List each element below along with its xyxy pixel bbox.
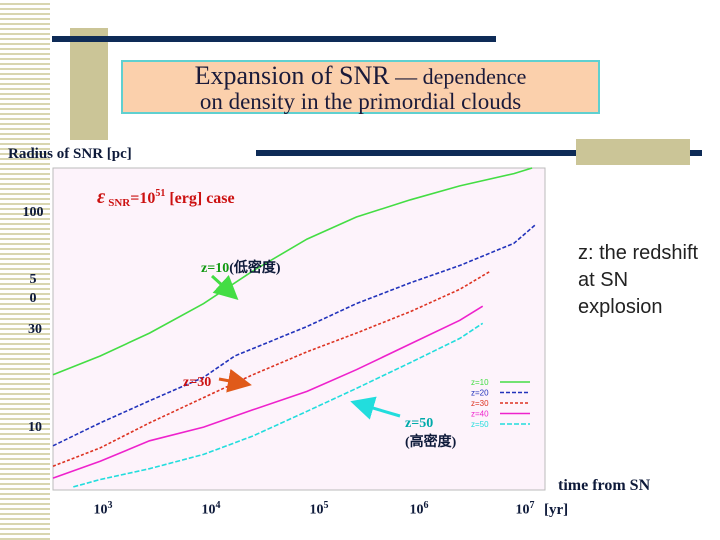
side-note: z: the redshift at SN explosion	[578, 242, 699, 318]
case-label: ε SNR=1051 [erg] case	[97, 186, 235, 209]
y-tick-label: 5 0	[29, 272, 37, 306]
series-line-z10	[52, 167, 533, 376]
x-tick-label: 107	[515, 500, 535, 518]
x-axis-label: time from SN	[558, 477, 651, 494]
annotation-z50: z=50	[405, 416, 433, 431]
x-tick-label: 106	[409, 500, 429, 518]
annotation-arrow-z30	[218, 368, 252, 393]
decorative-rule-middle	[256, 150, 702, 156]
slide-title: Expansion of SNR — dependence on density…	[121, 60, 600, 114]
annotation-z10: z=10(低密度)	[201, 259, 281, 276]
legend-label: z=40	[471, 410, 489, 419]
x-tick-label: 105	[309, 500, 329, 518]
decorative-rule-top	[52, 36, 496, 42]
y-tick-label: 10	[28, 420, 42, 435]
x-tick-label: 104	[201, 500, 221, 518]
annotation-z50-paren: (高密度)	[405, 433, 457, 450]
decorative-stripes	[0, 0, 50, 540]
title-dash: — dependence	[389, 64, 527, 89]
y-tick-label: 100	[22, 205, 44, 220]
chart-legend: z=10 z=20z=30 z=40z=50	[471, 378, 530, 429]
y-tick-label: 30	[28, 322, 42, 337]
series-line-z30	[52, 270, 492, 467]
legend-label: z=50	[471, 420, 489, 429]
series-line-z40	[52, 305, 484, 479]
legend-label: z=20	[471, 389, 489, 398]
title-main: Expansion of SNR	[194, 61, 390, 90]
annotation-z30: z=30	[183, 375, 211, 390]
decorative-vertical-bar	[70, 28, 108, 140]
y-axis-label: Radius of SNR [pc]	[8, 146, 132, 162]
series-line-z20	[52, 224, 536, 447]
title-line-2: on density in the primordial clouds	[199, 89, 522, 114]
x-axis-unit: [yr]	[544, 502, 569, 518]
series-line-z50	[73, 322, 484, 488]
annotation-arrow-z10	[210, 274, 239, 301]
annotation-arrow-z50	[350, 396, 401, 420]
legend-label: z=30	[471, 399, 489, 408]
decorative-horizontal-bar	[576, 139, 690, 165]
legend-label: z=10	[471, 378, 489, 387]
x-tick-label: 103	[93, 500, 113, 518]
